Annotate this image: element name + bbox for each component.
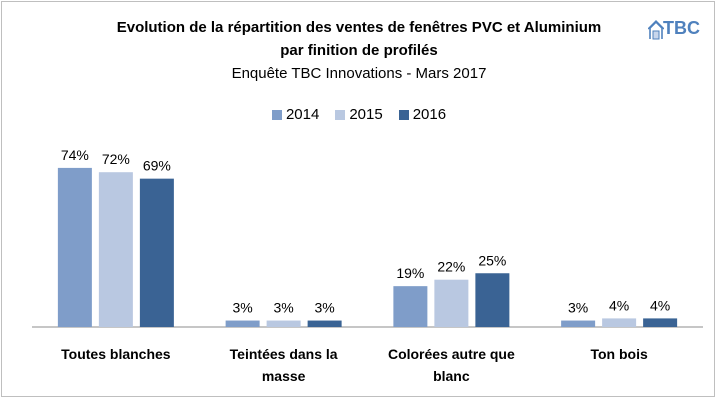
chart-title-line2: par finition de profilés xyxy=(280,42,438,59)
legend-item-2016: 2016 xyxy=(398,106,447,123)
chart-title: Evolution de la répartition des ventes d… xyxy=(116,19,602,36)
bar-2015-cat1 xyxy=(266,320,301,327)
data-label-2014-cat0: 74% xyxy=(61,147,89,163)
logo-text: TBC xyxy=(663,18,700,38)
data-label-2015-cat2: 22% xyxy=(437,259,465,275)
bar-2014-cat1 xyxy=(225,320,260,327)
bar-2015-cat3 xyxy=(602,318,637,327)
legend-swatch-2016 xyxy=(398,109,409,120)
category-label-1-line0: Teintées dans la xyxy=(230,346,338,362)
category-label-0-line0: Toutes blanches xyxy=(61,346,171,362)
data-label-2014-cat3: 3% xyxy=(568,300,588,316)
bar-2014-cat3 xyxy=(561,320,596,327)
legend-item-2015: 2015 xyxy=(335,106,383,123)
legend-item-2014: 2014 xyxy=(271,106,320,123)
bar-2014-cat2 xyxy=(393,286,428,327)
bar-2014-cat0 xyxy=(57,167,92,327)
bar-2016-cat1 xyxy=(307,320,342,327)
legend-label-2014: 2014 xyxy=(285,106,320,123)
category-label-1-line1: masse xyxy=(262,368,306,384)
bar-2016-cat2 xyxy=(475,273,510,327)
legend: 2014 2015 2016 xyxy=(0,106,718,123)
data-label-2015-cat3: 4% xyxy=(609,297,629,313)
bar-2016-cat3 xyxy=(643,318,678,327)
category-label-3-line0: Ton bois xyxy=(590,346,647,362)
data-label-2014-cat2: 19% xyxy=(396,265,424,281)
legend-swatch-2015 xyxy=(335,109,346,120)
logo-house-icon xyxy=(648,20,664,40)
tbc-logo: TBC xyxy=(648,18,706,42)
bar-2016-cat0 xyxy=(139,178,174,327)
chart-subtitle: Enquête TBC Innovations - Mars 2017 xyxy=(231,65,487,82)
data-label-2015-cat0: 72% xyxy=(102,151,130,167)
bar-2015-cat2 xyxy=(434,279,469,327)
data-label-2016-cat2: 25% xyxy=(478,252,506,268)
category-label-2-line1: blanc xyxy=(433,368,470,384)
data-label-2016-cat0: 69% xyxy=(143,158,171,174)
legend-label-2016: 2016 xyxy=(412,106,447,123)
data-label-2014-cat1: 3% xyxy=(233,300,253,316)
category-label-2-line0: Colorées autre que xyxy=(388,346,515,362)
legend-swatch-2014 xyxy=(271,109,282,120)
data-label-2016-cat3: 4% xyxy=(650,297,670,313)
legend-label-2015: 2015 xyxy=(349,106,383,123)
data-label-2016-cat1: 3% xyxy=(315,300,335,316)
data-label-2015-cat1: 3% xyxy=(274,300,294,316)
bar-2015-cat0 xyxy=(98,172,133,327)
